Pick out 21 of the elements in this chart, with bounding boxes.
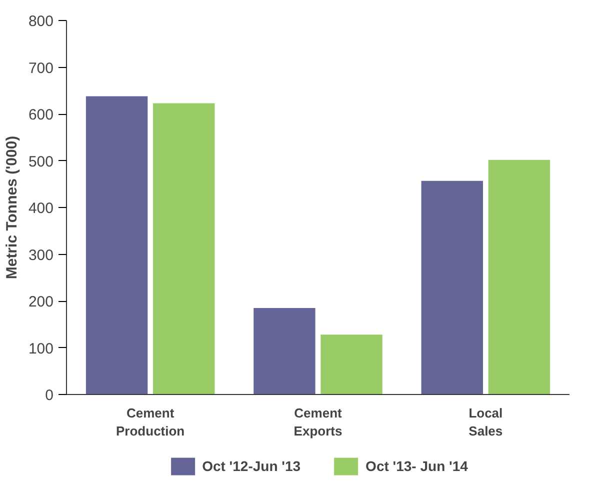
- y-axis-title: Metric Tonnes ('000): [3, 136, 20, 280]
- legend-label: Oct '12-Jun '13: [202, 458, 301, 474]
- x-tick-label: Local Sales: [468, 406, 503, 438]
- y-tick-label: 300: [28, 246, 54, 264]
- bar: [86, 96, 148, 394]
- legend-label: Oct '13- Jun '14: [366, 458, 468, 474]
- x-tick-label: Cement Exports: [294, 406, 343, 438]
- y-tick-label: 200: [28, 294, 54, 310]
- bar: [421, 180, 483, 394]
- y-tick-label: 600: [28, 106, 54, 124]
- bar: [254, 308, 316, 394]
- y-tick-label: 700: [28, 60, 54, 77]
- y-tick-label: 800: [28, 13, 54, 30]
- y-tick-label: 400: [28, 200, 54, 217]
- y-tick-label: 100: [28, 340, 54, 358]
- bar: [153, 103, 215, 394]
- y-tick-label: 0: [45, 387, 54, 404]
- bar: [320, 334, 382, 394]
- x-tick-label: Cement Production: [116, 406, 185, 438]
- bar: [488, 160, 550, 394]
- y-tick-label: 500: [28, 153, 54, 170]
